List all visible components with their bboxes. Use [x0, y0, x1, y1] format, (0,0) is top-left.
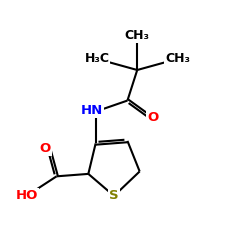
- Text: S: S: [109, 190, 119, 202]
- Text: O: O: [39, 142, 50, 155]
- Text: CH₃: CH₃: [125, 29, 150, 42]
- Text: HO: HO: [16, 190, 38, 202]
- Text: CH₃: CH₃: [165, 52, 190, 65]
- Text: O: O: [148, 111, 159, 124]
- Text: HN: HN: [81, 104, 103, 117]
- Text: H₃C: H₃C: [84, 52, 110, 65]
